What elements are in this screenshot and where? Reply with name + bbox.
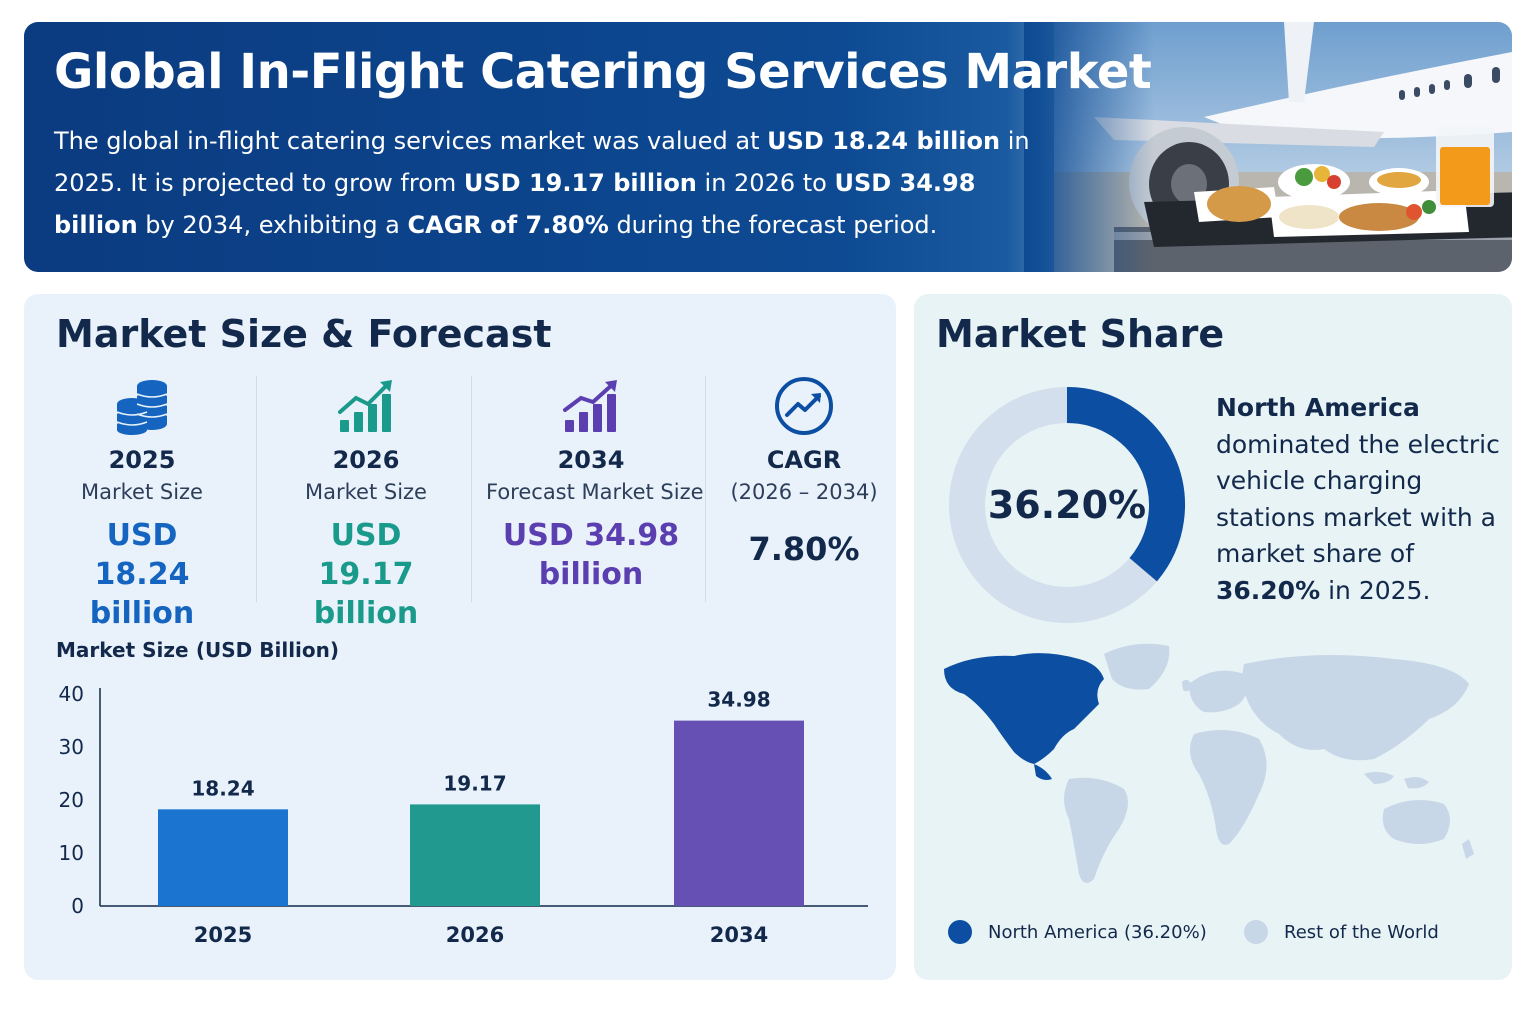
y-tick-label: 10 [59,841,84,865]
stat-year: 2034 [557,446,625,474]
stat-label: Market Size [305,480,427,504]
stat-label: Market Size [81,480,203,504]
legend-label: North America (36.20%) [988,921,1207,943]
share-donut-chart: 36.20% [948,386,1186,624]
stat-year: 2025 [108,446,176,474]
share-title: Market Share [936,312,1225,356]
stat-value: USD 34.98 billion [502,518,680,592]
data-label: 18.24 [191,776,254,800]
legend-swatch [1244,920,1268,944]
rest-of-world-regions [1064,643,1474,883]
market-size-bar-chart: 0 10 20 30 40 18.24 2025 19.17 2026 34.98 2034 [59,682,868,947]
y-tick-label: 40 [59,682,84,706]
y-tick-label: 30 [59,735,84,759]
stat-label: (2026 – 2034) [730,480,878,504]
stat-cagr: CAGR (2026 – 2034) 7.80% [724,374,884,569]
stat-year: CAGR [766,446,842,474]
stat-value: USD 19.17 billion [313,518,419,631]
stat-year: 2026 [332,446,400,474]
donut-percent-label: 36.20% [987,483,1147,527]
bar-2025 [158,809,288,906]
divider [256,376,257,602]
stat-2026: 2026 Market Size USD 19.17 billion [286,374,446,633]
divider [705,376,706,602]
stat-label: Forecast Market Size [486,480,704,504]
stat-2025: 2025 Market Size USD 18.24 billion [62,374,222,633]
x-tick-label: 2025 [194,923,252,947]
divider [471,376,472,602]
market-size-panel: Market Size & Forecast 2025 [24,294,896,980]
header-banner: Global In-Flight Catering Services Marke… [24,22,1512,272]
y-tick-label: 20 [59,788,84,812]
legend-label: Rest of the World [1284,921,1439,943]
data-label: 19.17 [443,771,506,795]
chart-title: Market Size (USD Billion) [56,638,340,662]
data-label: 34.98 [707,688,770,712]
world-map [944,643,1474,883]
market-share-panel: Market Share 36.20% North America domina… [914,294,1512,980]
coins-icon [62,374,222,438]
north-america-region [944,653,1104,780]
legend-rest-of-world: Rest of the World [1244,920,1439,944]
bar-2026 [410,804,540,906]
stat-value: USD 18.24 billion [89,518,195,631]
x-tick-label: 2026 [446,923,504,947]
legend-north-america: North America (36.20%) [948,920,1207,944]
forecast-title: Market Size & Forecast [56,312,552,356]
growth-chart-icon [286,374,446,438]
y-tick-label: 0 [71,894,84,918]
legend-swatch [948,920,972,944]
bar-2034 [674,720,804,906]
airplane-meal-photo [1054,22,1512,272]
trend-circle-icon [724,374,884,438]
header-description: The global in-flight catering services m… [54,127,1030,239]
x-tick-label: 2034 [710,923,768,947]
stat-2034: 2034 Forecast Market Size USD 34.98 bill… [486,374,704,594]
page-title: Global In-Flight Catering Services Marke… [54,44,1152,100]
share-description: North America dominated the electric veh… [1216,393,1500,605]
donut-north-america [1066,387,1185,582]
stat-value: 7.80% [748,530,860,568]
bar-chart-up-icon [486,374,696,438]
